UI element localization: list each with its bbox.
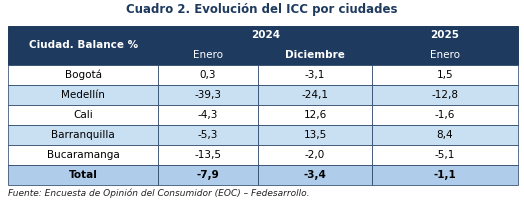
Bar (158, 105, 258, 125)
Bar (373, 145, 518, 165)
Text: Diciembre: Diciembre (285, 50, 345, 60)
Bar (8, 85, 158, 105)
Bar (258, 85, 373, 105)
Text: Cuadro 2. Evolución del ICC por ciudades: Cuadro 2. Evolución del ICC por ciudades (126, 3, 398, 16)
Bar (373, 165, 518, 185)
Text: Enero: Enero (430, 50, 460, 60)
Text: -39,3: -39,3 (194, 90, 222, 100)
Bar (8, 165, 158, 185)
Bar (158, 26, 373, 45)
Bar (258, 165, 373, 185)
Text: 2025: 2025 (431, 30, 460, 40)
Bar (373, 85, 518, 105)
Bar (373, 45, 518, 65)
Bar (258, 125, 373, 145)
Text: -3,4: -3,4 (303, 170, 326, 180)
Bar (8, 26, 158, 65)
Bar (373, 65, 518, 85)
Text: 1,5: 1,5 (436, 70, 453, 80)
Text: Ciudad. Balance %: Ciudad. Balance % (28, 40, 138, 51)
Bar (158, 65, 258, 85)
Bar (158, 165, 258, 185)
Text: Cali: Cali (73, 110, 93, 120)
Text: Bucaramanga: Bucaramanga (47, 150, 119, 160)
Text: 13,5: 13,5 (303, 130, 326, 140)
Bar (8, 125, 158, 145)
Bar (258, 45, 373, 65)
Bar (8, 65, 158, 85)
Text: 0,3: 0,3 (200, 70, 216, 80)
Bar (158, 45, 258, 65)
Text: -5,1: -5,1 (435, 150, 455, 160)
Text: Medellín: Medellín (61, 90, 105, 100)
Bar (373, 105, 518, 125)
Bar (258, 105, 373, 125)
Text: Fuente: Encuesta de Opinión del Consumidor (EOC) – Fedesarrollo.: Fuente: Encuesta de Opinión del Consumid… (8, 189, 309, 198)
Bar (258, 145, 373, 165)
Bar (258, 65, 373, 85)
Text: -24,1: -24,1 (301, 90, 329, 100)
Text: -1,6: -1,6 (435, 110, 455, 120)
Text: -4,3: -4,3 (198, 110, 218, 120)
Text: 2024: 2024 (251, 30, 280, 40)
Text: -13,5: -13,5 (194, 150, 222, 160)
Bar (373, 26, 518, 45)
Text: Barranquilla: Barranquilla (51, 130, 115, 140)
Bar (8, 105, 158, 125)
Text: -5,3: -5,3 (198, 130, 218, 140)
Bar (8, 145, 158, 165)
Text: -3,1: -3,1 (305, 70, 325, 80)
Text: Enero: Enero (193, 50, 223, 60)
Text: -7,9: -7,9 (196, 170, 220, 180)
Bar (158, 125, 258, 145)
Text: Total: Total (69, 170, 97, 180)
Text: -2,0: -2,0 (305, 150, 325, 160)
Text: -1,1: -1,1 (434, 170, 456, 180)
Bar (373, 125, 518, 145)
Text: Bogotá: Bogotá (64, 70, 102, 80)
Bar (158, 145, 258, 165)
Bar (158, 85, 258, 105)
Text: -12,8: -12,8 (432, 90, 458, 100)
Text: 12,6: 12,6 (303, 110, 326, 120)
Text: 8,4: 8,4 (436, 130, 453, 140)
